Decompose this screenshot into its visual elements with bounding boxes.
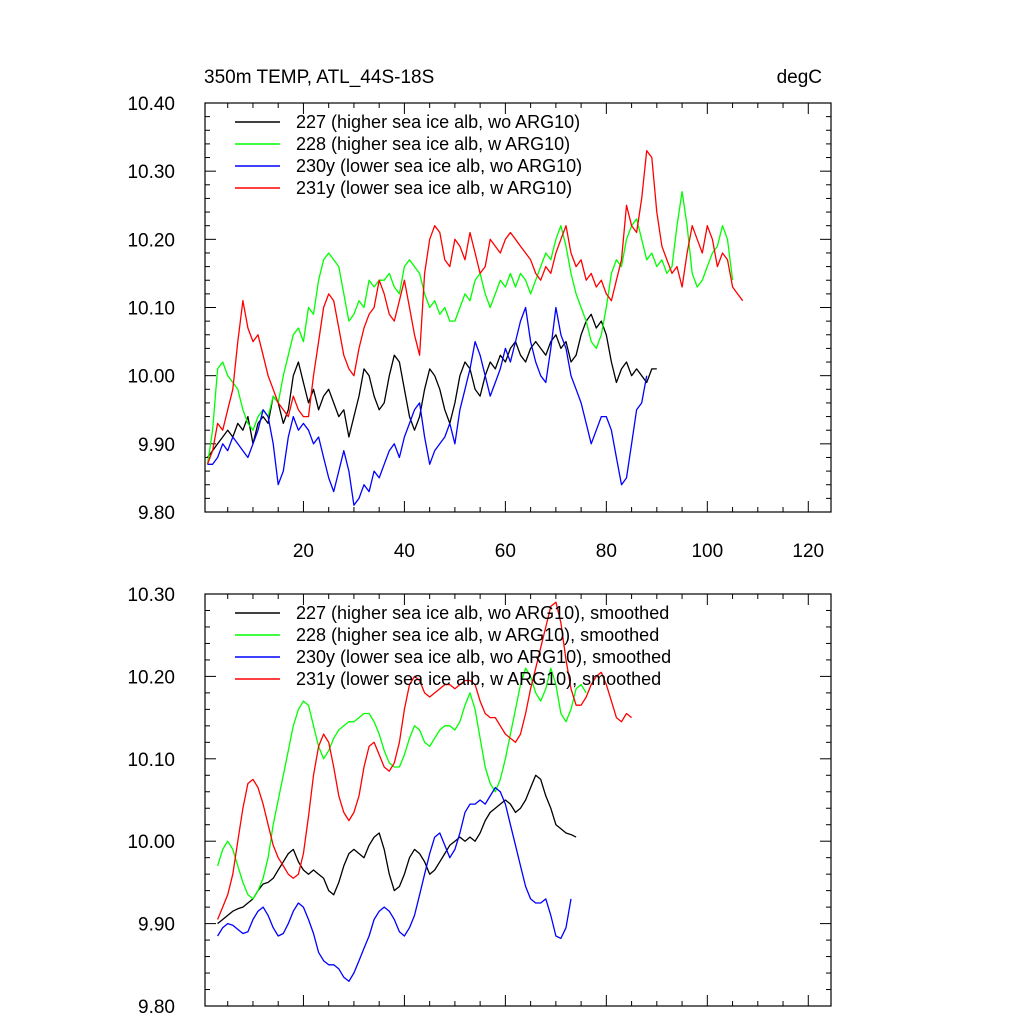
series-line-230y [207,306,648,506]
legend-label: 227 (higher sea ice alb, wo ARG10), smoo… [296,603,669,623]
y-tick-label: 10.30 [127,162,175,183]
y-tick-label: 9.90 [138,435,175,456]
x-tick-label: 40 [394,541,415,562]
series-line-230y [217,786,572,982]
bottom-series-lines [216,601,633,982]
legend-label: 231y (lower sea ice alb, w ARG10), smoot… [296,669,661,689]
bottom-tick-labels: 9.80 9.90 10.00 10.10 10.20 10.30 [127,585,175,1018]
y-tick-label: 10.20 [127,667,175,688]
series-line-227 [217,774,577,925]
y-tick-label: 9.80 [138,503,175,524]
bottom-panel: 9.80 9.90 10.00 10.10 10.20 10.30 227 (higher… [127,585,832,1018]
top-panel: 350m TEMP, ATL_44S-18S degC 9.80 9.90 10.0… [127,67,832,562]
legend-label: 231y (lower sea ice alb, w ARG10) [296,178,572,198]
series-line-228 [206,190,734,465]
x-tick-label: 120 [792,541,824,562]
legend-label: 230y (lower sea ice alb, wo ARG10) [296,156,582,176]
top-legend: 227 (higher sea ice alb, wo ARG10)228 (h… [235,112,582,198]
bottom-plot-frame [204,593,832,1007]
x-tick-label: 80 [596,541,617,562]
legend-label: 227 (higher sea ice alb, wo ARG10) [296,112,580,132]
legend-label: 228 (higher sea ice alb, w ARG10), smoot… [296,625,659,645]
series-line-227 [206,313,657,458]
y-tick-label: 10.40 [127,94,175,115]
series-line-228 [216,667,587,900]
top-series-lines [206,150,744,506]
series-line-231y [216,601,633,920]
series-line-231y [206,150,744,465]
y-tick-label: 10.10 [127,299,175,320]
y-tick-label: 10.10 [127,750,175,771]
x-tick-label: 60 [495,541,516,562]
legend-label: 228 (higher sea ice alb, w ARG10) [296,134,570,154]
y-tick-label: 9.90 [138,915,175,936]
top-tick-labels: 9.80 9.90 10.00 10.10 10.20 10.30 10.40 20 40 60 8… [127,94,824,562]
chart-title: 350m TEMP, ATL_44S-18S [204,67,434,88]
legend-label: 230y (lower sea ice alb, wo ARG10), smoo… [296,647,671,667]
x-tick-label: 100 [691,541,723,562]
y-tick-label: 10.00 [127,367,175,388]
bottom-legend: 227 (higher sea ice alb, wo ARG10), smoo… [235,603,671,689]
units-label: degC [777,67,822,88]
y-tick-label: 9.80 [138,997,175,1018]
top-plot-frame [204,102,832,513]
y-tick-label: 10.00 [127,832,175,853]
y-tick-label: 10.20 [127,230,175,251]
x-tick-label: 20 [293,541,314,562]
y-tick-label: 10.30 [127,585,175,606]
